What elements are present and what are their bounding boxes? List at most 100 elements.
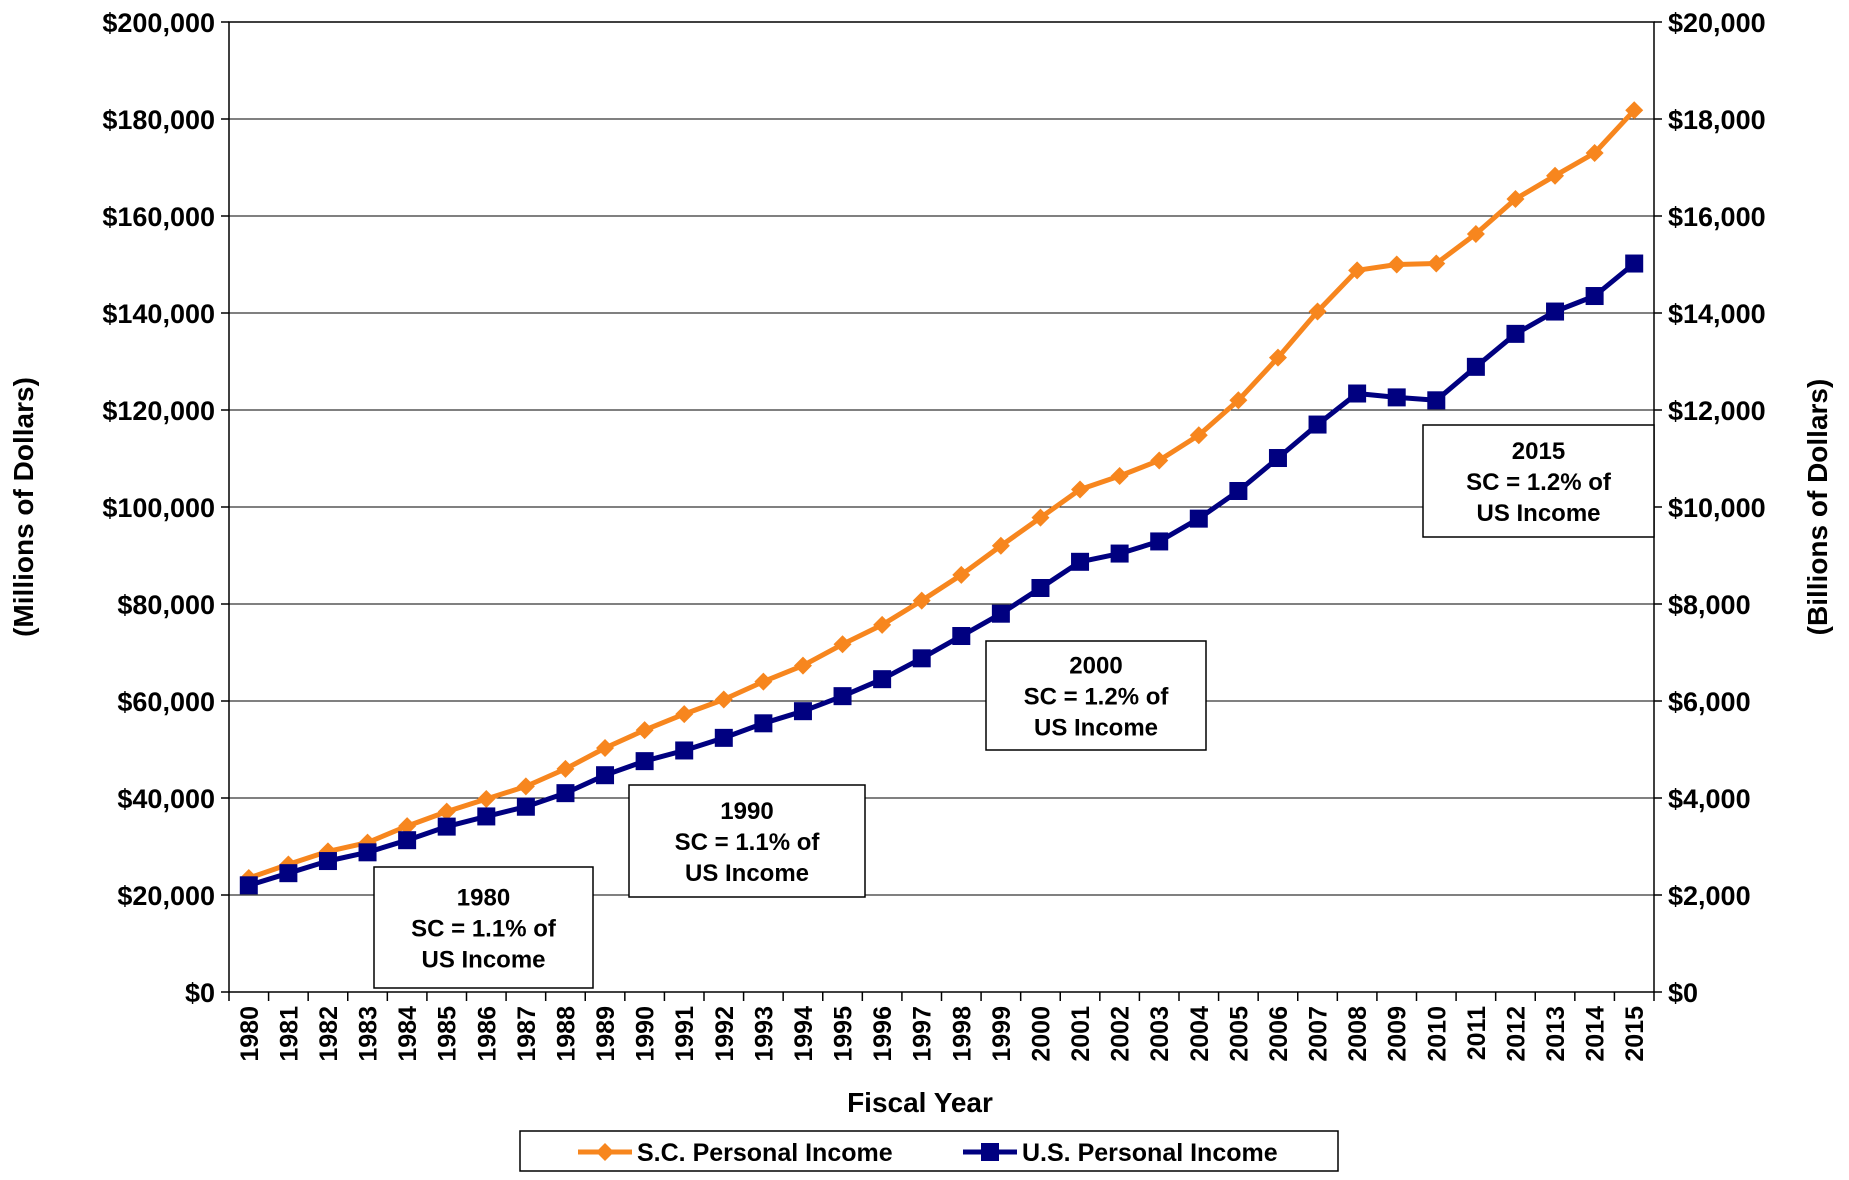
us-data-point xyxy=(1585,287,1604,306)
x-tick-label: 1983 xyxy=(355,1006,383,1062)
sc-data-point xyxy=(556,759,575,778)
x-tick-label: 1981 xyxy=(275,1006,303,1062)
sc-data-point xyxy=(1387,255,1406,274)
x-tick-label: 2001 xyxy=(1067,1006,1095,1062)
annotation-box xyxy=(985,640,1207,751)
annotation-text: US Income xyxy=(1476,500,1600,527)
left-tick-label: $40,000 xyxy=(117,784,215,814)
us-data-point xyxy=(1031,578,1050,597)
us-data-point xyxy=(1625,254,1644,273)
sc-data-point xyxy=(1308,302,1327,321)
sc-data-point xyxy=(1506,190,1525,209)
us-data-point xyxy=(991,604,1010,623)
x-tick-label: 1999 xyxy=(988,1006,1016,1062)
left-tick-label: $160,000 xyxy=(102,202,215,232)
x-tick-label: 1988 xyxy=(552,1006,580,1062)
us-data-point xyxy=(1348,384,1367,403)
gridlines xyxy=(229,118,1654,896)
x-tick-label: 1993 xyxy=(750,1006,778,1062)
us-data-point xyxy=(1466,357,1485,376)
us-data-point xyxy=(833,687,852,706)
right-tick-label: $14,000 xyxy=(1668,299,1766,329)
x-tick-label: 1982 xyxy=(315,1006,343,1062)
us-data-point xyxy=(398,831,417,850)
x-tick-label: 1992 xyxy=(711,1006,739,1062)
x-tick-label: 2012 xyxy=(1502,1006,1530,1062)
sc-data-point xyxy=(1268,348,1287,367)
series-line-1 xyxy=(248,261,1636,888)
legend-us-marker xyxy=(981,1143,999,1161)
x-tick-label: 1986 xyxy=(473,1006,501,1062)
x-tick-label: 2014 xyxy=(1582,1006,1610,1062)
sc-data-point xyxy=(1031,508,1050,527)
sc-data-point xyxy=(1585,143,1604,162)
us-data-point xyxy=(952,627,971,646)
x-tick-label: 1984 xyxy=(394,1006,422,1062)
sc-data-point xyxy=(1625,101,1644,120)
sc-data-point xyxy=(714,690,733,709)
annotation-box xyxy=(628,784,866,898)
sc-data-point xyxy=(1189,426,1208,445)
x-tick-label: 2013 xyxy=(1542,1006,1570,1062)
legend-us-label: U.S. Personal Income xyxy=(1022,1139,1278,1167)
right-tick-label: $2,000 xyxy=(1668,881,1751,911)
sc-data-point xyxy=(793,656,812,675)
x-tick-label: 1987 xyxy=(513,1006,541,1062)
x-tick-label: 1998 xyxy=(948,1006,976,1062)
x-tick-label: 1980 xyxy=(236,1006,264,1062)
annotation-text: SC = 1.2% of xyxy=(1466,469,1612,496)
annotation-text: SC = 1.1% of xyxy=(675,829,821,856)
x-tick-label: 2009 xyxy=(1384,1006,1412,1062)
left-tick-label: $0 xyxy=(185,978,215,1008)
us-data-point xyxy=(1110,544,1129,563)
us-data-point xyxy=(1387,388,1406,407)
x-tick-label: 2015 xyxy=(1621,1006,1649,1062)
sc-data-point xyxy=(675,705,694,724)
left-axis-ticks: $0 $20,000 $40,000 $60,000 $80,000 $100,000 $1… xyxy=(102,8,229,1008)
legend: S.C. Personal Income U.S. Personal Incom… xyxy=(519,1130,1339,1172)
us-data-point xyxy=(318,852,337,871)
x-tick-label: 2006 xyxy=(1265,1006,1293,1062)
us-data-point xyxy=(873,670,892,689)
us-data-point xyxy=(1229,481,1248,500)
us-data-point xyxy=(556,784,575,803)
x-tick-label: 1989 xyxy=(592,1006,620,1062)
sc-data-point xyxy=(1150,451,1169,470)
left-tick-label: $100,000 xyxy=(102,493,215,523)
x-axis-title: Fiscal Year xyxy=(847,1087,993,1118)
sc-data-point xyxy=(991,536,1010,555)
us-data-point xyxy=(596,766,615,785)
sc-data-point xyxy=(1427,254,1446,273)
us-data-point xyxy=(437,817,456,836)
right-tick-label: $16,000 xyxy=(1668,202,1766,232)
annotation-2000: 2000 SC = 1.2% of US Income xyxy=(985,640,1207,751)
x-tick-label: 2007 xyxy=(1305,1006,1333,1062)
us-data-point xyxy=(793,702,812,721)
annotation-1980: 1980 SC = 1.1% of US Income xyxy=(373,866,594,989)
x-tick-label: 1997 xyxy=(909,1006,937,1062)
left-tick-label: $120,000 xyxy=(102,396,215,426)
us-data-point xyxy=(358,843,377,862)
us-data-point xyxy=(714,728,733,747)
annotation-2015: 2015 SC = 1.2% of US Income xyxy=(1422,424,1655,538)
legend-sc-label: S.C. Personal Income xyxy=(637,1139,893,1167)
sc-data-point xyxy=(1071,480,1090,499)
us-data-point xyxy=(1150,532,1169,551)
right-tick-label: $4,000 xyxy=(1668,784,1751,814)
x-tick-label: 1996 xyxy=(869,1006,897,1062)
sc-data-point xyxy=(635,721,654,740)
us-data-point xyxy=(1546,302,1565,321)
left-tick-label: $60,000 xyxy=(117,687,215,717)
annotation-1990: 1990 SC = 1.1% of US Income xyxy=(628,784,866,898)
annotation-text: SC = 1.1% of xyxy=(411,916,557,943)
legend-box xyxy=(519,1130,1339,1172)
sc-data-point xyxy=(1348,261,1367,280)
legend-sc-marker xyxy=(596,1143,614,1161)
us-data-point xyxy=(1268,449,1287,468)
us-data-point xyxy=(912,649,931,668)
annotation-text: SC = 1.2% of xyxy=(1024,684,1170,711)
annotation-text: 1980 xyxy=(457,885,510,912)
sc-data-point xyxy=(833,635,852,654)
